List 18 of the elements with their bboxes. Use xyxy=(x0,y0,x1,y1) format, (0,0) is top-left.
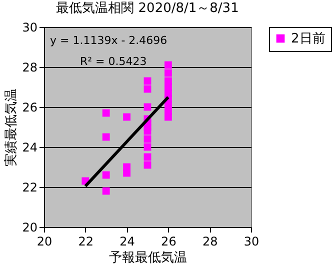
y-tick-label: 20 xyxy=(22,220,38,234)
x-axis-title: 予報最低気温 xyxy=(109,250,187,266)
x-tick-label: 26 xyxy=(161,234,176,248)
y-tick-label: 26 xyxy=(22,100,38,114)
x-tick-label: 22 xyxy=(78,234,94,248)
y-tick-label: 30 xyxy=(22,20,38,34)
y-axis-title: 実績最低気温 xyxy=(3,88,20,166)
annotation: R² = 0.5423 xyxy=(80,55,147,68)
x-tick-label: 20 xyxy=(36,234,52,248)
y-tick-label: 24 xyxy=(22,140,38,154)
x-tick-label: 28 xyxy=(202,234,218,248)
legend-label: 2日前 xyxy=(291,32,326,46)
chart-title: 最低気温相関 2020/8/1～8/31 xyxy=(56,1,239,16)
x-tick-label: 24 xyxy=(120,234,135,248)
annotation: y = 1.1139x - 2.4696 xyxy=(50,34,168,47)
y-tick-label: 28 xyxy=(22,60,38,74)
y-tick-label: 22 xyxy=(22,180,38,194)
x-tick-label: 30 xyxy=(244,234,260,248)
